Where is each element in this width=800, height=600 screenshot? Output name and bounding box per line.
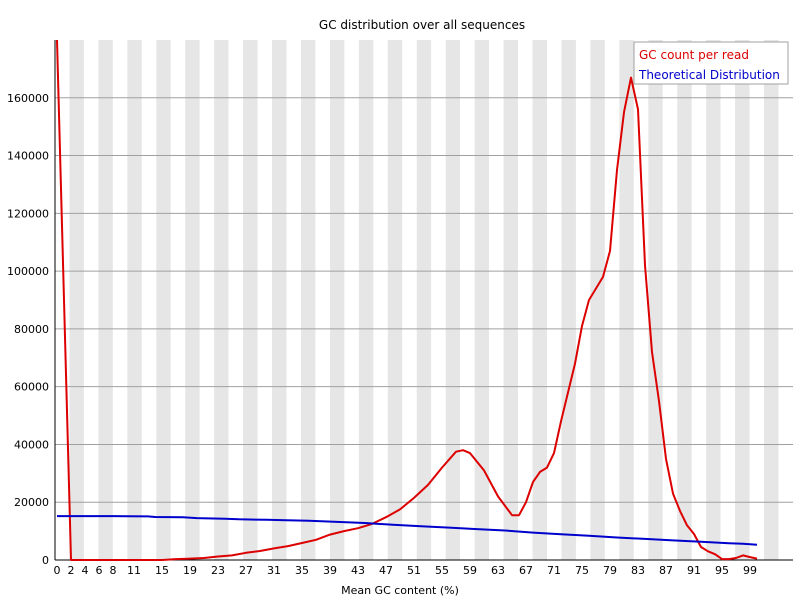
background-band [286, 40, 301, 560]
background-band [648, 40, 663, 560]
x-tick-label: 0 [54, 564, 61, 577]
background-band [764, 40, 779, 560]
background-band [301, 40, 316, 560]
y-tick-label: 20000 [14, 496, 49, 509]
x-tick-label: 55 [435, 564, 449, 577]
x-tick-label: 75 [575, 564, 589, 577]
background-band [55, 40, 70, 560]
chart-title: GC distribution over all sequences [319, 18, 525, 32]
x-tick-label: 27 [239, 564, 253, 577]
background-band [156, 40, 171, 560]
background-band [170, 40, 186, 560]
background-band [590, 40, 605, 560]
background-band [445, 40, 461, 560]
y-tick-label: 0 [42, 554, 49, 567]
y-tick-label: 60000 [14, 381, 49, 394]
background-band [720, 40, 736, 560]
background-band [706, 40, 721, 560]
x-axis-label: Mean GC content (%) [341, 584, 459, 597]
background-band [604, 40, 620, 560]
background-band [373, 40, 388, 560]
background-band [633, 40, 649, 560]
background-band [199, 40, 215, 560]
background-band [329, 40, 345, 560]
legend-entry: Theoretical Distribution [638, 68, 780, 82]
background-band [662, 40, 678, 560]
background-band [272, 40, 287, 560]
x-tick-label: 79 [603, 564, 617, 577]
background-band [416, 40, 432, 560]
x-tick-label: 35 [295, 564, 309, 577]
x-tick-label: 11 [127, 564, 141, 577]
background-band [778, 40, 793, 560]
x-tick-label: 6 [96, 564, 103, 577]
background-band [402, 40, 417, 560]
background-band [691, 40, 707, 560]
background-band [503, 40, 519, 560]
legend-box [633, 41, 789, 85]
x-tick-label: 71 [547, 564, 561, 577]
background-band [489, 40, 504, 560]
background-band [315, 40, 330, 560]
x-tick-label: 8 [110, 564, 117, 577]
legend: GC count per read Theoretical Distributio… [633, 41, 789, 85]
y-tick-label: 80000 [14, 323, 49, 336]
background-band [547, 40, 562, 560]
background-band [518, 40, 533, 560]
background-band [344, 40, 359, 560]
y-tick-label: 160000 [7, 92, 49, 105]
y-tick-label: 140000 [7, 150, 49, 163]
x-tick-label: 67 [519, 564, 533, 577]
background-band [561, 40, 576, 560]
background-band [619, 40, 634, 560]
y-tick-label: 120000 [7, 207, 49, 220]
background-band [127, 40, 142, 560]
background-band [257, 40, 273, 560]
background-band [141, 40, 157, 560]
background-band [83, 40, 99, 560]
background-band [185, 40, 200, 560]
x-tick-label: 31 [267, 564, 281, 577]
x-tick-label: 51 [407, 564, 421, 577]
background-band [243, 40, 258, 560]
y-tick-label: 100000 [7, 265, 49, 278]
background-band [677, 40, 692, 560]
background-band [474, 40, 490, 560]
background-band [69, 40, 84, 560]
background-band [735, 40, 750, 560]
background-band [228, 40, 244, 560]
background-band [431, 40, 446, 560]
x-tick-label: 59 [463, 564, 477, 577]
legend-entry: GC count per read [639, 48, 749, 62]
series-line [56, 39, 758, 561]
x-tick-label: 83 [631, 564, 645, 577]
background-band [749, 40, 765, 560]
y-tick-label: 40000 [14, 438, 49, 451]
background-band [460, 40, 475, 560]
background-band [575, 40, 591, 560]
background-band [98, 40, 113, 560]
x-tick-label: 23 [211, 564, 225, 577]
x-tick-label: 15 [155, 564, 169, 577]
x-tick-label: 39 [323, 564, 337, 577]
x-tick-label: 43 [351, 564, 365, 577]
x-tick-label: 99 [743, 564, 757, 577]
x-tick-label: 87 [659, 564, 673, 577]
x-tick-label: 95 [715, 564, 729, 577]
x-tick-label: 4 [82, 564, 89, 577]
x-tick-label: 2 [68, 564, 75, 577]
x-tick-label: 91 [687, 564, 701, 577]
background-band [214, 40, 229, 560]
series-line [57, 515, 758, 546]
x-tick-label: 19 [183, 564, 197, 577]
x-tick-label: 63 [491, 564, 505, 577]
background-band [387, 40, 403, 560]
x-tick-label: 47 [379, 564, 393, 577]
background-band [358, 40, 374, 560]
background-band [532, 40, 547, 560]
background-band [112, 40, 128, 560]
